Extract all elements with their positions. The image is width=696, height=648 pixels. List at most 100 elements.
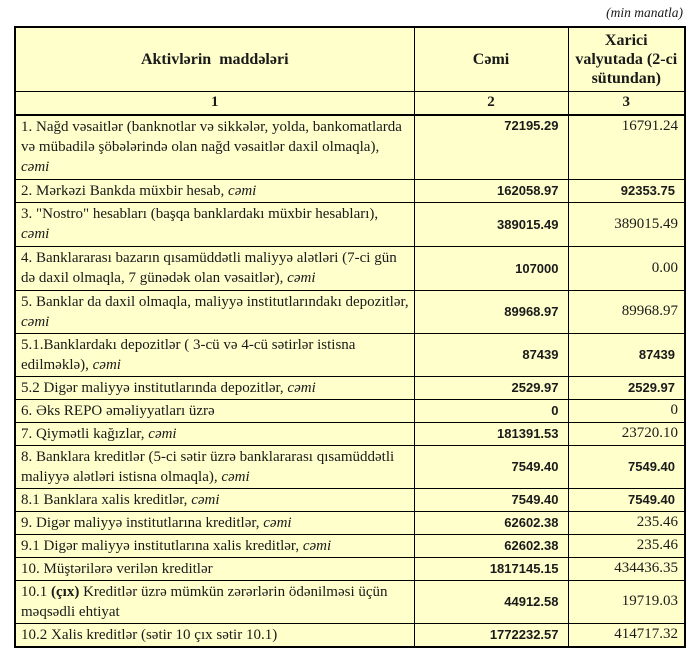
- row-label: 9.1 Digər maliyyə institutlarına xalis k…: [14, 533, 415, 558]
- foreign-currency-value: 2529.97: [567, 375, 686, 400]
- label-segment: Kreditlər üzrə mümkün zərərlərin ödənilm…: [21, 583, 388, 620]
- row-label: 5.1.Banklardakı depozitlər ( 3-cü və 4-c…: [14, 332, 415, 377]
- label-segment: cəmi: [228, 182, 257, 199]
- label-segment: 7. Qiymətli kağızlar,: [21, 425, 149, 442]
- row-label: 8.1 Banklara xalis kreditlər, cəmi: [14, 487, 415, 512]
- row-label: 5.2 Digər maliyyə institutlarında depozi…: [14, 375, 415, 400]
- column-number-1: 1: [14, 90, 415, 116]
- label-segment: 6. Əks REPO əməliyyatları üzrə: [21, 402, 215, 419]
- label-segment: cəmi: [21, 226, 50, 242]
- label-segment: cəmi: [191, 491, 220, 508]
- table-row: 5. Banklar da daxil olmaqla, maliyyə ins…: [14, 289, 686, 334]
- row-label: 9. Digər maliyyə institutlarına kreditlə…: [14, 510, 415, 535]
- units-note: (min manatla): [606, 5, 683, 20]
- foreign-currency-value: 89968.97: [567, 289, 686, 334]
- total-value: 181391.53: [413, 421, 569, 446]
- row-label: 3. "Nostro" hesabları (başqa banklardakı…: [14, 201, 415, 247]
- label-segment: 9. Digər maliyyə institutlarına kreditlə…: [21, 514, 264, 531]
- label-segment: 4. Banklararası bazarın qısamüddətli mal…: [21, 250, 397, 286]
- table-row: 5.1.Banklardakı depozitlər ( 3-cü və 4-c…: [14, 332, 686, 377]
- label-segment: 5.1.Banklardakı depozitlər ( 3-cü və 4-c…: [21, 336, 356, 373]
- total-value: 162058.97: [413, 178, 569, 203]
- row-label: 8. Banklara kreditlər (5-ci sətir üzrə b…: [14, 444, 415, 489]
- label-segment: cəmi: [263, 514, 292, 531]
- label-segment: cəmi: [221, 468, 250, 485]
- column-number-row: 1 2 3: [14, 90, 686, 116]
- table-row: 1. Nağd vəsaitlər (banknotlar və sikkələ…: [14, 114, 686, 180]
- total-value: 7549.40: [413, 444, 569, 489]
- table-row: 10.1 (çıx) Kreditlər üzrə mümkün zərərlə…: [14, 579, 686, 624]
- foreign-currency-value: 0: [567, 398, 686, 423]
- table-row: 6. Əks REPO əməliyyatları üzrə 0 0: [14, 398, 686, 423]
- label-segment: cəmi: [21, 159, 50, 176]
- assets-table: Aktivlərin maddələri Cəmi Xarici valyuta…: [14, 26, 686, 648]
- table-row: 8.1 Banklara xalis kreditlər, cəmi 7549.4…: [14, 487, 686, 512]
- foreign-currency-value: 7549.40: [567, 444, 686, 489]
- row-label: 10.1 (çıx) Kreditlər üzrə mümkün zərərlə…: [14, 579, 415, 624]
- foreign-currency-value: 19719.03: [567, 579, 686, 624]
- total-value: 389015.49: [413, 201, 569, 247]
- row-label: 7. Qiymətli kağızlar, cəmi: [14, 421, 415, 446]
- row-label: 10. Müştərilərə verilən kreditlər: [14, 556, 415, 581]
- foreign-currency-value: 0.00: [567, 245, 686, 291]
- label-segment: cəmi: [148, 425, 177, 442]
- label-segment: 9.1 Digər maliyyə institutlarına xalis k…: [21, 537, 303, 554]
- header-row: Aktivlərin maddələri Cəmi Xarici valyuta…: [14, 26, 686, 92]
- table-header: Aktivlərin maddələri Cəmi Xarici valyuta…: [14, 26, 686, 116]
- table-row: 8. Banklara kreditlər (5-ci sətir üzrə b…: [14, 444, 686, 489]
- total-value: 1772232.57: [413, 622, 569, 647]
- row-label: 5. Banklar da daxil olmaqla, maliyyə ins…: [14, 289, 415, 334]
- table-row: 9. Digər maliyyə institutlarına kreditlə…: [14, 510, 686, 535]
- total-value: 107000: [413, 245, 569, 291]
- column-header-foreign-currency: Xarici valyutada (2-ci sütundan): [567, 26, 686, 92]
- table-row: 7. Qiymətli kağızlar, cəmi 181391.53 23720…: [14, 421, 686, 446]
- row-label: 6. Əks REPO əməliyyatları üzrə: [14, 398, 415, 423]
- foreign-currency-value: 7549.40: [567, 487, 686, 512]
- total-value: 0: [413, 398, 569, 423]
- label-segment: cəmi: [302, 537, 332, 554]
- table-row: 10. Müştərilərə verilən kreditlər 1817145…: [14, 556, 686, 581]
- foreign-currency-value: 235.46: [567, 510, 686, 535]
- table-row: 9.1 Digər maliyyə institutlarına xalis k…: [14, 533, 686, 558]
- label-segment: 10. Müştərilərə verilən kreditlər: [21, 560, 213, 577]
- total-value: 2529.97: [413, 375, 569, 400]
- label-segment: cəmi: [92, 356, 121, 373]
- table-row: 4. Banklararası bazarın qısamüddətli mal…: [14, 245, 686, 291]
- total-value: 72195.29: [413, 114, 569, 180]
- total-value: 87439: [413, 332, 569, 377]
- foreign-currency-value: 16791.24: [567, 114, 686, 180]
- foreign-currency-value: 92353.75: [567, 178, 686, 203]
- total-value: 7549.40: [413, 487, 569, 512]
- label-segment: cəmi: [287, 379, 316, 396]
- row-label: 4. Banklararası bazarın qısamüddətli mal…: [14, 245, 415, 291]
- foreign-currency-value: 87439: [567, 332, 686, 377]
- foreign-currency-value: 235.46: [567, 533, 686, 558]
- label-segment: (çıx): [51, 583, 80, 600]
- column-header-items: Aktivlərin maddələri: [14, 26, 415, 92]
- row-label: 10.2 Xalis kreditlər (sətir 10 çıx sətir…: [14, 622, 415, 647]
- label-segment: 3. "Nostro" hesabları (başqa banklardakı…: [21, 206, 379, 222]
- total-value: 62602.38: [413, 533, 569, 558]
- table-body: 1. Nağd vəsaitlər (banknotlar və sikkələ…: [14, 114, 686, 647]
- label-segment: 8.1 Banklara xalis kreditlər,: [21, 491, 192, 508]
- label-segment: 8. Banklara kreditlər (5-ci sətir üzrə b…: [21, 448, 395, 485]
- total-value: 1817145.15: [413, 556, 569, 581]
- column-header-total: Cəmi: [413, 26, 569, 92]
- table-row: 5.2 Digər maliyyə institutlarında depozi…: [14, 375, 686, 400]
- total-value: 89968.97: [413, 289, 569, 334]
- total-value: 44912.58: [413, 579, 569, 624]
- row-label: 2. Mərkəzi Bankda müxbir hesab, cəmi: [14, 178, 415, 203]
- column-number-2: 2: [413, 90, 569, 116]
- label-segment: 5. Banklar da daxil olmaqla, maliyyə ins…: [21, 293, 409, 310]
- table-row: 10.2 Xalis kreditlər (sətir 10 çıx sətir…: [14, 622, 686, 647]
- foreign-currency-value: 389015.49: [567, 201, 686, 247]
- label-segment: cəmi: [287, 270, 316, 286]
- row-label: 1. Nağd vəsaitlər (banknotlar və sikkələ…: [14, 114, 415, 180]
- foreign-currency-value: 23720.10: [567, 421, 686, 446]
- column-number-3: 3: [567, 90, 686, 116]
- label-segment: 10.2 Xalis kreditlər (sətir 10 çıx sətir…: [21, 626, 278, 643]
- label-segment: 2. Mərkəzi Bankda müxbir hesab,: [21, 182, 229, 199]
- label-segment: 5.2 Digər maliyyə institutlarında depozi…: [21, 379, 288, 396]
- table-row: 2. Mərkəzi Bankda müxbir hesab, cəmi 1620…: [14, 178, 686, 203]
- foreign-currency-value: 414717.32: [567, 622, 686, 647]
